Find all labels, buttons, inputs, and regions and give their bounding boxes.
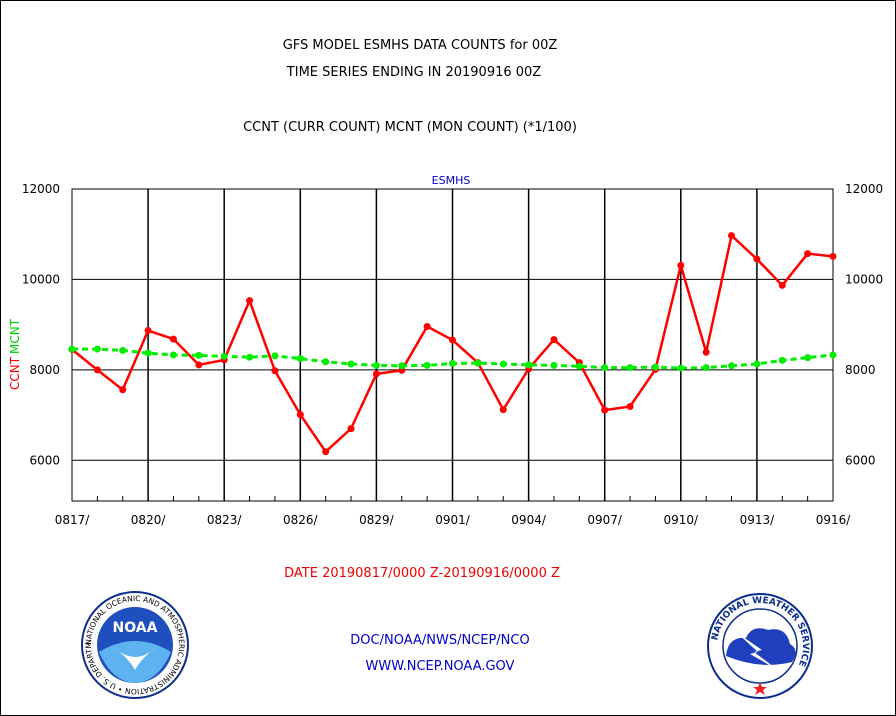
panel-title: ESMHS [432, 174, 471, 187]
data-point-mcnt [626, 364, 634, 372]
x-tick-label: 0820/ [131, 513, 167, 527]
grid-layer [71, 188, 834, 502]
x-tick-label: 0826/ [283, 513, 319, 527]
data-point-mcnt [119, 346, 127, 354]
y-tick-label-left: 6000 [29, 453, 60, 467]
data-point-ccnt [829, 252, 837, 260]
noaa-logo-text: NOAA [113, 620, 158, 636]
x-tick-label: 0904/ [511, 513, 547, 527]
series-layer [68, 232, 837, 456]
data-point-ccnt [347, 425, 355, 433]
data-point-mcnt [144, 349, 152, 357]
x-tick-label: 0817/ [55, 513, 91, 527]
data-point-ccnt [195, 361, 203, 369]
data-point-mcnt [449, 360, 456, 368]
data-point-ccnt [449, 336, 456, 344]
data-point-ccnt [169, 335, 177, 343]
data-point-mcnt [220, 352, 228, 360]
data-point-mcnt [68, 345, 76, 353]
data-point-ccnt [322, 448, 330, 456]
data-point-mcnt [322, 358, 330, 366]
x-tick-label: 0913/ [740, 513, 776, 527]
data-point-ccnt [778, 281, 786, 289]
y-tick-label-left: 8000 [29, 363, 60, 377]
y-tick-label-right: 12000 [845, 182, 883, 196]
data-point-ccnt [296, 411, 304, 419]
data-point-mcnt [525, 361, 533, 369]
x-tick-label: 0910/ [664, 513, 700, 527]
data-point-ccnt [499, 406, 507, 414]
date-range-label: DATE 20190817/0000 Z-20190916/0000 Z [284, 566, 560, 581]
chart-title-line1: GFS MODEL ESMHS DATA COUNTS for 00Z [282, 38, 558, 53]
data-point-mcnt [651, 363, 659, 371]
y-tick-label-left: 10000 [22, 272, 60, 286]
plot-border [71, 188, 834, 502]
y-tick-label-left: 12000 [22, 182, 60, 196]
data-point-mcnt [753, 360, 761, 368]
data-point-ccnt [271, 367, 279, 375]
data-point-mcnt [296, 355, 304, 363]
data-point-mcnt [702, 364, 710, 372]
agency-label: DOC/NOAA/NWS/NCEP/NCO [350, 633, 530, 648]
data-point-ccnt [626, 402, 634, 410]
data-point-mcnt [271, 352, 279, 360]
data-point-mcnt [372, 361, 380, 369]
data-point-mcnt [550, 361, 558, 369]
data-point-ccnt [423, 322, 431, 330]
y-tick-label-right: 8000 [845, 363, 876, 377]
data-point-ccnt [246, 297, 254, 305]
data-point-mcnt [677, 364, 685, 372]
data-point-ccnt [144, 327, 152, 335]
data-point-ccnt [93, 366, 101, 374]
data-point-ccnt [702, 348, 710, 356]
x-tick-label: 0829/ [359, 513, 395, 527]
data-point-mcnt [778, 356, 786, 364]
y-axis-label-mcnt: MCNT [8, 318, 22, 354]
data-point-mcnt [575, 362, 583, 370]
chart-subtitle: CCNT (CURR COUNT) MCNT (MON COUNT) (*1/1… [243, 120, 577, 135]
x-tick-label: 0907/ [587, 513, 623, 527]
data-point-ccnt [119, 386, 127, 394]
data-point-mcnt [169, 351, 177, 359]
data-point-mcnt [423, 361, 431, 369]
x-tick-label: 0823/ [207, 513, 243, 527]
x-tick-label: 0916/ [816, 513, 852, 527]
y-axis-label-ccnt: CCNT [8, 356, 22, 390]
x-tick-label: 0901/ [435, 513, 471, 527]
chart-title-line2: TIME SERIES ENDING IN 20190916 00Z [286, 65, 542, 80]
website-link[interactable]: WWW.NCEP.NOAA.GOV [365, 659, 515, 674]
data-point-mcnt [474, 359, 482, 367]
data-point-ccnt [804, 250, 812, 258]
data-point-ccnt [372, 370, 380, 378]
data-point-mcnt [93, 345, 101, 353]
nws-logo: NATIONAL WEATHER SERVICE [707, 593, 813, 699]
data-point-mcnt [195, 351, 203, 359]
data-point-mcnt [347, 360, 355, 368]
data-point-mcnt [398, 362, 406, 370]
data-point-ccnt [728, 232, 736, 240]
data-point-mcnt [728, 362, 736, 370]
data-point-mcnt [804, 354, 812, 362]
y-tick-label-right: 6000 [845, 453, 876, 467]
data-point-mcnt [829, 351, 837, 359]
noaa-logo: NOAA NATIONAL OCEANIC AND ATMOSPHERIC AD… [80, 590, 189, 699]
axis-layer: 6000 6000 8000 8000 10000 10000 12000 12000 0817… [22, 182, 883, 527]
data-point-ccnt [550, 336, 558, 344]
data-point-mcnt [246, 353, 254, 361]
data-point-ccnt [753, 255, 761, 263]
y-tick-label-right: 10000 [845, 272, 883, 286]
data-point-ccnt [677, 261, 685, 269]
data-point-mcnt [499, 360, 507, 368]
data-point-ccnt [601, 406, 609, 414]
data-point-mcnt [601, 364, 609, 372]
